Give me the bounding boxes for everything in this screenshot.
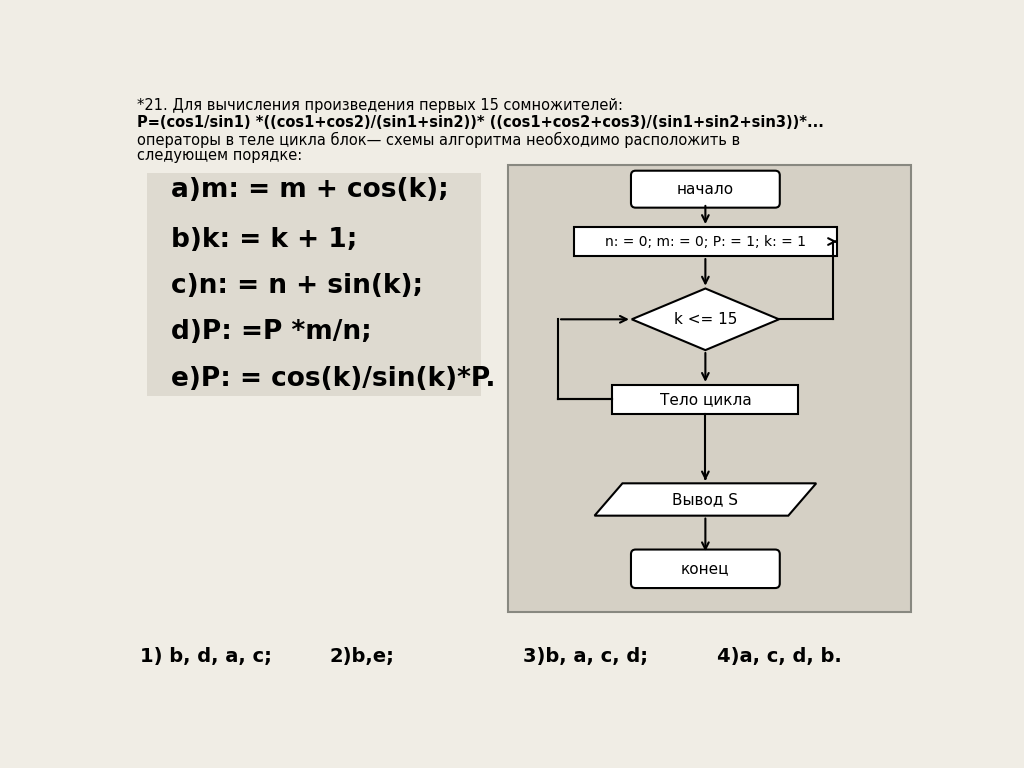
Text: Вывод S: Вывод S (673, 492, 738, 507)
Bar (573, 227, 838, 257)
Polygon shape (632, 289, 779, 350)
Text: b)k: = k + 1;: b)k: = k + 1; (171, 227, 357, 253)
Text: 4)a, c, d, b.: 4)a, c, d, b. (717, 647, 842, 666)
Text: e)P: = cos(k)/sin(k)*P.: e)P: = cos(k)/sin(k)*P. (171, 366, 496, 392)
Text: P=(cos1/sin1) *((cos1+cos2)/(sin1+sin2))* ((cos1+cos2+cos3)/(sin1+sin2+sin3))*..: P=(cos1/sin1) *((cos1+cos2)/(sin1+sin2))… (137, 115, 824, 131)
Text: 3)b, a, c, d;: 3)b, a, c, d; (523, 647, 648, 666)
Text: Тело цикла: Тело цикла (659, 392, 752, 407)
Text: начало: начало (677, 182, 734, 197)
Bar (612, 385, 799, 414)
Polygon shape (595, 483, 816, 515)
Text: a)m: = m + cos(k);: a)m: = m + cos(k); (171, 177, 449, 203)
Text: c)n: = n + sin(k);: c)n: = n + sin(k); (171, 273, 423, 299)
Text: следующем порядке:: следующем порядке: (137, 147, 302, 163)
Bar (508, 165, 910, 612)
Text: k <= 15: k <= 15 (674, 312, 737, 327)
FancyBboxPatch shape (631, 170, 779, 207)
Text: *21. Для вычисления произведения первых 15 сомножителей:: *21. Для вычисления произведения первых … (137, 98, 624, 114)
FancyBboxPatch shape (631, 550, 779, 588)
Text: конец: конец (681, 561, 730, 576)
Text: операторы в теле цикла блок— схемы алгоритма необходимо расположить в: операторы в теле цикла блок— схемы алгор… (137, 132, 740, 148)
Text: 1) b, d, a, c;: 1) b, d, a, c; (139, 647, 271, 666)
Bar (147, 173, 480, 396)
Text: 2)b,e;: 2)b,e; (330, 647, 394, 666)
Text: n: = 0; m: = 0; P: = 1; k: = 1: n: = 0; m: = 0; P: = 1; k: = 1 (605, 234, 806, 249)
Text: d)P: =P *m/n;: d)P: =P *m/n; (171, 319, 372, 346)
